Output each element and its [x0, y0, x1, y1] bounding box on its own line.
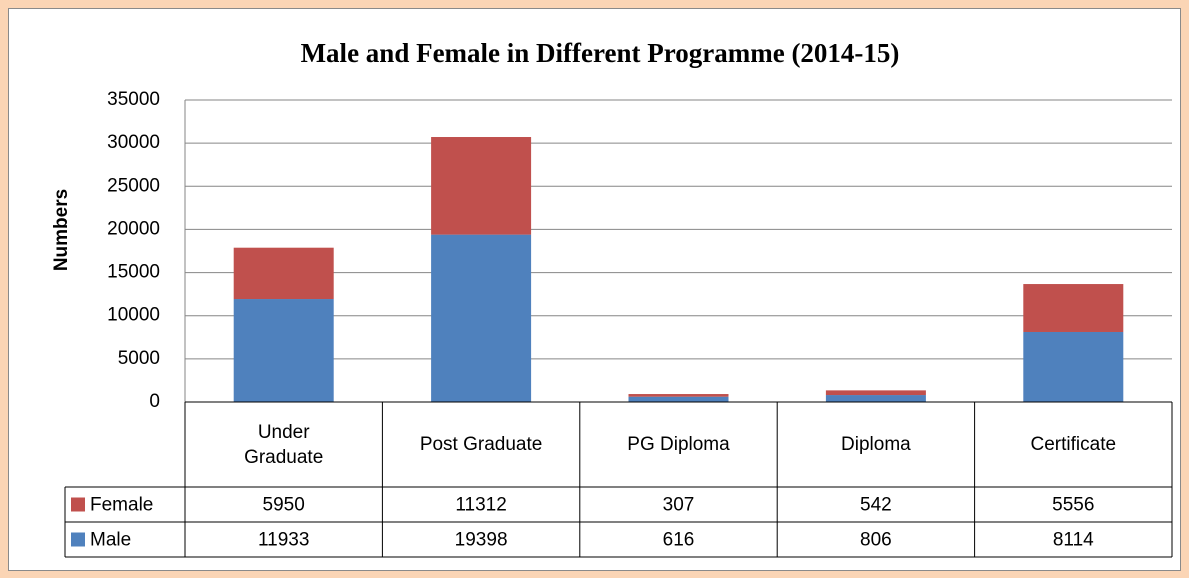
- bar-segment: [431, 137, 532, 235]
- chart-area: [8, 8, 1181, 571]
- table-value: 11933: [258, 530, 309, 551]
- y-tick-label: 15000: [107, 262, 160, 283]
- table-value: 8114: [1053, 530, 1094, 551]
- bar-segment: [628, 394, 729, 397]
- category-text: PG Diploma: [627, 434, 730, 455]
- bar-segment: [1023, 331, 1124, 402]
- chart-title: Male and Female in Different Programme (…: [301, 38, 900, 68]
- table-value: 806: [860, 530, 892, 551]
- y-tick-label: 25000: [107, 175, 160, 196]
- bar-segment: [431, 234, 532, 402]
- legend-label: Male: [90, 530, 131, 551]
- table-value: 19398: [455, 530, 508, 551]
- y-tick-label: 5000: [118, 348, 160, 369]
- category-text: Under Graduate: [244, 421, 324, 468]
- category-text: Post Graduate: [419, 434, 543, 455]
- bar-segment: [825, 395, 926, 402]
- x-tick-label: Diploma: [777, 402, 974, 487]
- bar-segment: [825, 390, 926, 396]
- category-text: Diploma: [841, 434, 911, 455]
- bar-segment: [233, 299, 334, 402]
- y-tick-label: 30000: [107, 132, 160, 153]
- y-tick-label: 20000: [107, 218, 160, 239]
- y-tick-label: 0: [149, 391, 160, 412]
- y-tick-label: 35000: [107, 89, 160, 110]
- category-text: Certificate: [1030, 434, 1117, 455]
- x-tick-label: Certificate: [975, 402, 1172, 487]
- table-value: 11312: [455, 495, 506, 516]
- y-tick-label: 10000: [107, 305, 160, 326]
- table-value: 5950: [263, 495, 305, 516]
- x-tick-label: PG Diploma: [580, 402, 777, 487]
- table-value: 542: [860, 495, 892, 516]
- x-tick-label: Under Graduate: [185, 402, 382, 487]
- bar-segment: [233, 247, 334, 300]
- legend-swatch: [71, 497, 85, 512]
- legend-label: Female: [90, 495, 153, 516]
- legend-swatch: [71, 532, 85, 547]
- bar-segment: [628, 396, 729, 402]
- y-axis-title: Numbers: [51, 189, 72, 271]
- bar-segment: [1023, 284, 1124, 332]
- table-value: 5556: [1052, 495, 1094, 516]
- table-value: 616: [663, 530, 695, 551]
- x-tick-label: Post Graduate: [382, 402, 579, 487]
- table-value: 307: [663, 495, 695, 516]
